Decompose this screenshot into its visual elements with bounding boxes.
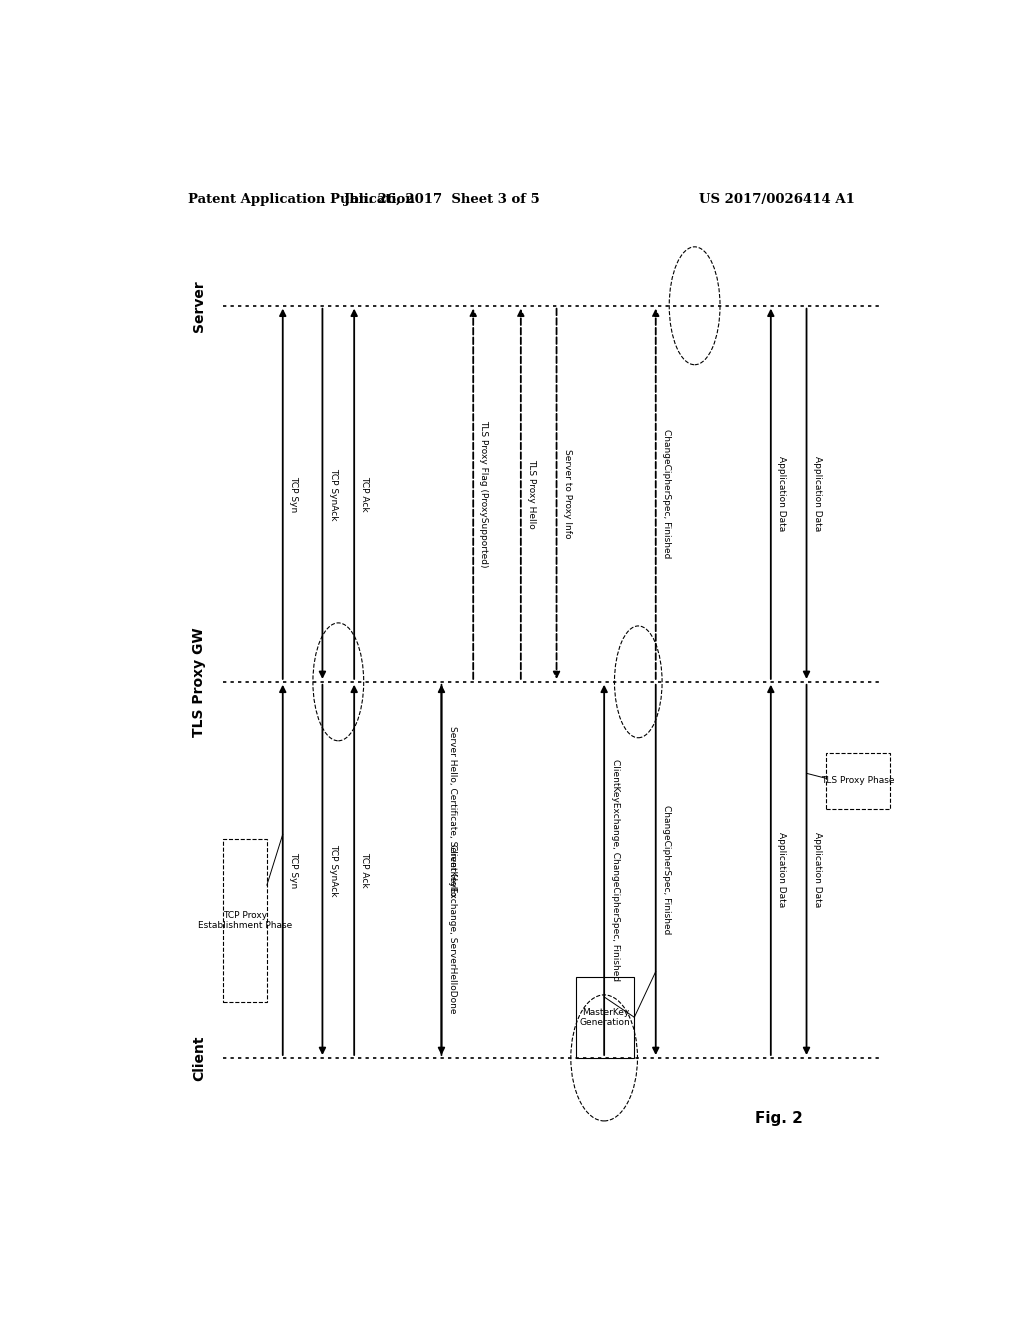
Text: TCP Proxy
Establishment Phase: TCP Proxy Establishment Phase [198,911,292,931]
Text: TLS Proxy GW: TLS Proxy GW [193,627,207,737]
Text: Server to Proxy Info: Server to Proxy Info [563,449,571,539]
Text: Server Hello, Certificate, ServerKeyExchange, ServerHelloDone: Server Hello, Certificate, ServerKeyExch… [447,726,457,1014]
Text: Application Data: Application Data [777,457,786,532]
Text: Fig. 2: Fig. 2 [755,1111,803,1126]
Text: TLS Proxy Flag (ProxySupported): TLS Proxy Flag (ProxySupported) [479,420,488,568]
Bar [577,977,634,1057]
Text: TCP Syn: TCP Syn [289,851,298,888]
Text: TCP SynAck: TCP SynAck [329,843,338,896]
Text: Application Data: Application Data [813,457,822,532]
Text: Patent Application Publication: Patent Application Publication [187,193,415,206]
Text: TLS Proxy Phase: TLS Proxy Phase [821,776,895,785]
Text: TCP Ack: TCP Ack [360,853,370,887]
Bar [223,840,267,1002]
Text: Client Hello: Client Hello [447,843,457,896]
Text: Application Data: Application Data [813,832,822,908]
Text: TCP Syn: TCP Syn [289,475,298,512]
Text: ChangeCipherSpec, Finished: ChangeCipherSpec, Finished [663,805,671,935]
Text: TCP Ack: TCP Ack [360,477,370,512]
Text: Jan. 26, 2017  Sheet 3 of 5: Jan. 26, 2017 Sheet 3 of 5 [344,193,540,206]
Text: MasterKey
Generation: MasterKey Generation [580,1007,631,1027]
Bar [826,752,890,809]
Text: TLS Proxy Hello: TLS Proxy Hello [527,459,537,529]
Text: Application Data: Application Data [777,832,786,908]
Text: ClientKeyExchange, ChangeCipherSpec, Finished: ClientKeyExchange, ChangeCipherSpec, Fin… [610,759,620,981]
Text: ChangeCipherSpec, Finished: ChangeCipherSpec, Finished [663,429,671,558]
Text: Server: Server [193,280,207,331]
Text: US 2017/0026414 A1: US 2017/0026414 A1 [699,193,855,206]
Text: TCP SynAck: TCP SynAck [329,467,338,520]
Text: Client: Client [193,1035,207,1081]
